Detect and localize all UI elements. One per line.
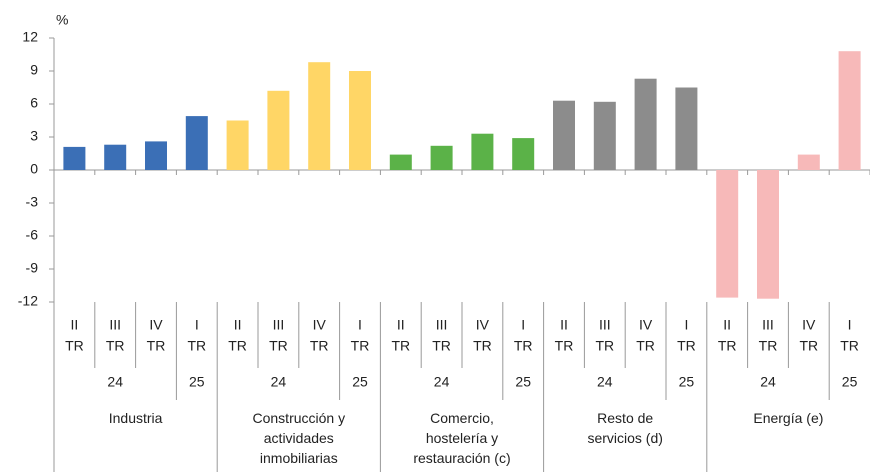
x-tick-label: TR [759,338,778,354]
x-tick-label: TR [147,338,166,354]
x-tick-label: TR [718,338,737,354]
x-tick-label: II [723,317,731,333]
x-tick-label: I [195,317,199,333]
bar [634,78,657,170]
year-label: 24 [760,374,776,390]
x-tick-label: III [762,317,774,333]
x-tick-label: III [109,317,121,333]
y-tick-label: 0 [30,161,38,177]
sector-label: Resto de servicios (d) [587,410,663,446]
bar [675,87,698,170]
year-label: 25 [352,374,368,390]
x-tick-label: III [436,317,448,333]
x-tick-label: TR [106,338,125,354]
year-label: 25 [515,374,531,390]
x-tick-label: I [521,317,525,333]
bar [267,90,290,170]
x-tick-label: TR [473,338,492,354]
x-tick-label: TR [636,338,655,354]
y-tick-label: -9 [26,260,39,276]
bar [838,51,861,171]
y-tick-label: -12 [18,293,38,309]
x-tick-label: IV [313,317,327,333]
y-tick-label: 3 [30,128,38,144]
bar [512,138,535,170]
year-label: 24 [434,374,450,390]
bar [430,145,453,170]
x-tick-label: TR [840,338,859,354]
x-tick-label: TR [310,338,329,354]
y-tick-label: 6 [30,95,38,111]
bar [797,154,820,170]
bar [63,146,86,170]
x-tick-label: IV [149,317,163,333]
bar [349,71,371,170]
x-tick-label: TR [799,338,818,354]
x-tick-label: II [234,317,242,333]
bar [471,133,494,170]
y-tick-label: 9 [30,62,38,78]
bar [389,154,412,170]
x-tick-label: TR [677,338,696,354]
x-tick-label: TR [228,338,247,354]
x-tick-label: TR [595,338,614,354]
x-tick-label: TR [555,338,574,354]
bar [145,141,167,170]
x-tick-label: IV [639,317,653,333]
year-label: 25 [189,374,205,390]
y-tick-label: 12 [22,29,38,45]
x-tick-label: II [397,317,405,333]
sector-label: Energía (e) [753,410,824,426]
x-tick-label: III [273,317,285,333]
bar [593,101,616,170]
bar [716,170,739,298]
x-tick-label: TR [432,338,451,354]
bar [553,100,575,170]
x-tick-label: TR [391,338,410,354]
x-tick-label: IV [802,317,816,333]
x-tick-label: TR [351,338,370,354]
bar [757,170,779,299]
x-tick-label: II [560,317,568,333]
y-tick-label: -6 [26,227,39,243]
year-label: 24 [107,374,123,390]
x-tick-label: II [71,317,79,333]
sector-label: Construcción y actividades inmobiliarias [252,410,346,466]
x-tick-label: TR [187,338,206,354]
y-axis-unit: % [56,12,68,28]
year-label: 24 [271,374,287,390]
x-tick-label: TR [65,338,84,354]
bar [104,144,127,170]
year-label: 25 [679,374,695,390]
x-tick-label: TR [269,338,288,354]
y-tick-label: -3 [26,194,39,210]
x-tick-label: I [848,317,852,333]
x-tick-label: IV [476,317,490,333]
bar [185,116,208,170]
x-tick-label: I [684,317,688,333]
sector-label: Industria [108,410,163,426]
x-tick-label: III [599,317,611,333]
bar [226,120,249,170]
sector-label: Comercio, hostelería y restauración (c) [413,410,511,466]
x-tick-label: TR [514,338,533,354]
x-tick-label: I [358,317,362,333]
bar [308,62,331,171]
year-label: 24 [597,374,613,390]
year-label: 25 [842,374,858,390]
